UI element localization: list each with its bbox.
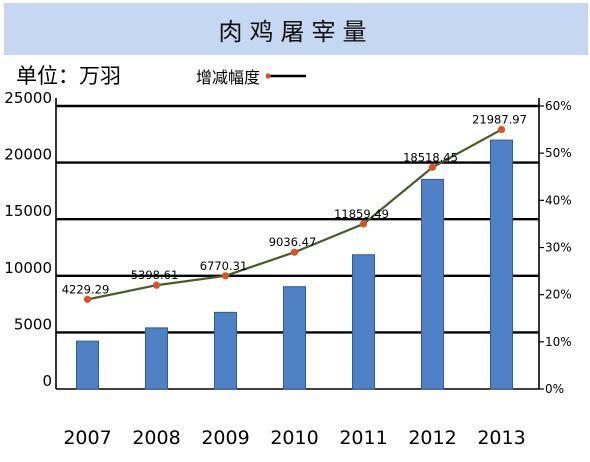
growth-line-series xyxy=(83,125,506,303)
bar xyxy=(145,327,168,390)
y-left-tick-label: 5000 xyxy=(14,315,52,333)
y-right-tick-label: 60% xyxy=(545,99,572,113)
line-point xyxy=(290,248,299,256)
bar-value-label: 4229.29 xyxy=(62,282,110,296)
data-labels: 4229.29 5398.61 6770.31 9036.47 11859.49 1851… xyxy=(62,113,527,297)
bar-value-label: 11859.49 xyxy=(334,207,389,221)
line-point xyxy=(428,163,437,171)
y-right-tick-label: 0% xyxy=(545,382,564,396)
y-right-tick-label: 30% xyxy=(545,241,572,255)
y-left-tick-label: 20000 xyxy=(4,146,52,164)
tick-labels: 0 5000 10000 15000 20000 25000 0% 10% 20% 30% 40% 5… xyxy=(4,89,571,449)
x-tick-label: 2007 xyxy=(63,427,111,449)
bar-value-label: 9036.47 xyxy=(269,235,317,249)
bar xyxy=(214,311,237,390)
bars xyxy=(76,139,513,390)
y-right-tick-label: 20% xyxy=(545,288,572,302)
line-point xyxy=(359,220,368,228)
bar xyxy=(421,178,444,390)
bar-value-label: 21987.97 xyxy=(472,113,527,127)
legend-line-swatch xyxy=(266,73,307,79)
title-bar: 肉鸡屠宰量 xyxy=(4,3,588,55)
legend: 增减幅度 xyxy=(196,64,307,88)
line-point xyxy=(497,125,506,134)
y-right-tick-label: 40% xyxy=(545,193,572,207)
x-tick-label: 2010 xyxy=(270,427,318,449)
legend-label: 增减幅度 xyxy=(196,68,261,87)
bar xyxy=(490,139,513,390)
y-right-tick-label: 50% xyxy=(545,146,572,160)
y-left-tick-label: 15000 xyxy=(4,202,52,220)
x-tick-label: 2012 xyxy=(408,427,456,449)
unit-label: 单位：万羽 xyxy=(16,64,121,88)
chart-title: 肉鸡屠宰量 xyxy=(218,17,374,46)
bar-value-label: 5398.61 xyxy=(131,268,179,282)
bar xyxy=(352,254,375,390)
line-point xyxy=(83,295,92,303)
x-tick-label: 2009 xyxy=(201,427,249,449)
y-left-tick-label: 25000 xyxy=(4,89,52,107)
x-tick-label: 2013 xyxy=(477,427,525,449)
line-point xyxy=(221,272,230,280)
bar-value-label: 6770.31 xyxy=(200,259,248,273)
y-left-tick-label: 0 xyxy=(42,372,52,390)
bar xyxy=(283,286,306,390)
y-left-tick-label: 10000 xyxy=(4,259,52,277)
line-point xyxy=(152,281,161,289)
x-tick-label: 2011 xyxy=(339,427,387,449)
x-tick-label: 2008 xyxy=(132,427,180,449)
bar xyxy=(76,340,99,390)
y-right-tick-label: 10% xyxy=(545,335,572,349)
bar-value-label: 18518.45 xyxy=(403,150,458,164)
